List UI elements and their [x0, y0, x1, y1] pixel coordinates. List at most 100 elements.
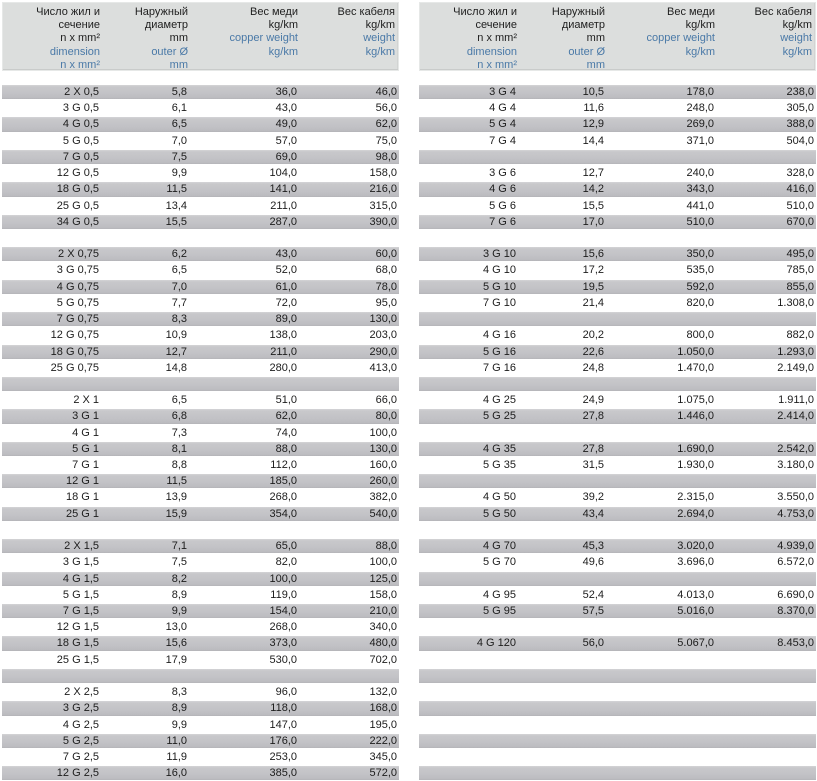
copper-weight-cell: 118,0 [270, 702, 297, 715]
outer-diameter-cell [519, 685, 607, 699]
copper-weight-cell: 5.016,0 [677, 605, 714, 617]
header-line: сечение [475, 19, 517, 32]
table-row: 2 X 1 6,5 51,0 66,0 [2, 392, 399, 408]
outer-diameter-cell [519, 572, 607, 586]
outer-diameter-cell: 31,5 [582, 459, 604, 472]
dimension-cell: 18 G 1 [65, 491, 99, 504]
header-line: сечение [58, 19, 100, 32]
table-row: 5 G 35 31,5 1.930,0 3.180,0 [419, 457, 816, 473]
copper-weight-cell: 385,0 [269, 767, 297, 780]
cable-weight-cell: 1.293,0 [777, 345, 814, 358]
spacer-row [2, 230, 399, 246]
copper-weight-cell: 211,0 [270, 345, 297, 358]
dimension-cell: 7 G 10 [482, 296, 516, 309]
dimension-cell: 18 G 0,5 [56, 183, 99, 196]
spacer-row [419, 733, 816, 749]
cable-weight-cell: 238,0 [786, 86, 814, 98]
dimension-cell: 5 G 70 [482, 556, 516, 569]
header-line-en: outer Ø [568, 45, 605, 58]
dimension-cell: 34 G 0,5 [56, 215, 99, 228]
outer-diameter-cell: 6,1 [171, 102, 187, 115]
outer-diameter-cell: 6,5 [171, 264, 187, 277]
header-line: диаметр [561, 19, 605, 32]
copper-weight-cell: 1.690,0 [677, 442, 714, 455]
copper-weight-cell: 72,0 [275, 296, 297, 309]
copper-weight-cell: 441,0 [686, 199, 714, 212]
outer-diameter-cell [102, 377, 190, 391]
cable-weight-cell: 305,0 [786, 102, 814, 115]
outer-diameter-cell: 19,5 [582, 280, 604, 293]
copper-weight-cell: 269,0 [686, 118, 714, 131]
copper-weight-cell: 1.050,0 [677, 345, 714, 358]
dimension-cell [419, 766, 519, 780]
column-header-cable-weight: Вес кабеля kg/km weight kg/km [718, 6, 815, 72]
dimension-cell: 25 G 1 [65, 507, 99, 520]
cable-weight-cell: 68,0 [375, 264, 397, 277]
header-line: Вес меди [666, 6, 715, 18]
outer-diameter-cell: 8,9 [171, 702, 187, 715]
dimension-cell: 4 G 70 [482, 540, 516, 553]
cable-weight-cell [717, 426, 816, 440]
outer-diameter-cell: 17,0 [582, 215, 604, 228]
table-row: 4 G 2,5 9,9 147,0 195,0 [2, 717, 399, 733]
header-line-en: kg/km [685, 45, 715, 58]
cable-weight-cell [717, 685, 816, 699]
dimension-cell [2, 231, 102, 245]
header-line-en: dimension [466, 45, 517, 58]
outer-diameter-cell: 11,9 [166, 750, 187, 763]
table-row: 4 G 70 45,3 3.020,0 4.939,0 [419, 538, 816, 554]
table-row: 5 G 70 49,6 3.696,0 6.572,0 [419, 554, 816, 570]
table-row: 7 G 10 21,4 820,0 1.308,0 [419, 295, 816, 311]
column-header-dimension: Число жил и сечение n x mm² dimension n x mm… [3, 6, 103, 72]
outer-diameter-cell: 13,9 [165, 491, 187, 504]
copper-weight-cell [607, 523, 717, 537]
copper-weight-cell: 82,0 [275, 556, 297, 569]
outer-diameter-cell [519, 231, 607, 245]
cable-weight-cell [300, 523, 399, 537]
table-header: Число жил и сечение n x mm² dimension n x mm… [2, 2, 399, 71]
cable-weight-cell: 572,0 [369, 767, 397, 780]
table-row: 25 G 0,5 13,4 211,0 315,0 [2, 198, 399, 214]
outer-diameter-cell: 27,8 [582, 410, 604, 423]
header-line-en: copper weight [229, 32, 299, 45]
cable-weight-cell: 195,0 [369, 718, 397, 731]
dimension-cell: 4 G 0,75 [56, 280, 99, 293]
copper-weight-cell: 178,0 [686, 86, 714, 98]
dimension-cell: 18 G 0,75 [50, 345, 99, 358]
spacer-row [419, 765, 816, 781]
header-line: kg/km [782, 19, 812, 32]
cable-weight-cell: 158,0 [369, 167, 397, 180]
header-line: mm [169, 32, 188, 45]
dimension-cell: 12 G 1 [65, 475, 99, 488]
dimension-cell: 4 G 95 [482, 588, 516, 601]
table-row: 18 G 1 13,9 268,0 382,0 [2, 489, 399, 505]
outer-diameter-cell: 10,5 [582, 86, 604, 98]
dimension-cell: 4 G 50 [482, 491, 516, 504]
dimension-cell: 7 G 6 [489, 215, 516, 228]
cable-weight-cell: 60,0 [375, 248, 397, 261]
copper-weight-cell: 49,0 [275, 118, 297, 131]
cable-weight-cell [717, 734, 816, 748]
table-row: 3 G 0,75 6,5 52,0 68,0 [2, 262, 399, 278]
cable-weight-cell: 388,0 [786, 118, 814, 131]
cable-weight-cell [300, 669, 399, 683]
outer-diameter-cell: 13,0 [165, 621, 187, 634]
outer-diameter-cell: 14,4 [582, 134, 604, 147]
table-row: 7 G 1 8,8 112,0 160,0 [2, 457, 399, 473]
cable-weight-cell: 345,0 [369, 750, 397, 763]
outer-diameter-cell: 8,9 [171, 588, 187, 601]
cable-weight-cell [717, 377, 816, 391]
outer-diameter-cell [519, 312, 607, 326]
table-row: 5 G 2,5 11,0 176,0 222,0 [2, 733, 399, 749]
copper-weight-cell: 240,0 [686, 167, 714, 180]
header-line-en: kg/km [268, 45, 298, 58]
copper-weight-cell [607, 718, 717, 732]
copper-weight-cell [607, 426, 717, 440]
copper-weight-cell: 43,0 [275, 248, 297, 261]
cable-weight-cell [717, 620, 816, 634]
header-line: kg/km [685, 19, 715, 32]
cable-weight-cell: 702,0 [369, 653, 397, 666]
table-row: 5 G 0,5 7,0 57,0 75,0 [2, 133, 399, 149]
outer-diameter-cell [519, 523, 607, 537]
